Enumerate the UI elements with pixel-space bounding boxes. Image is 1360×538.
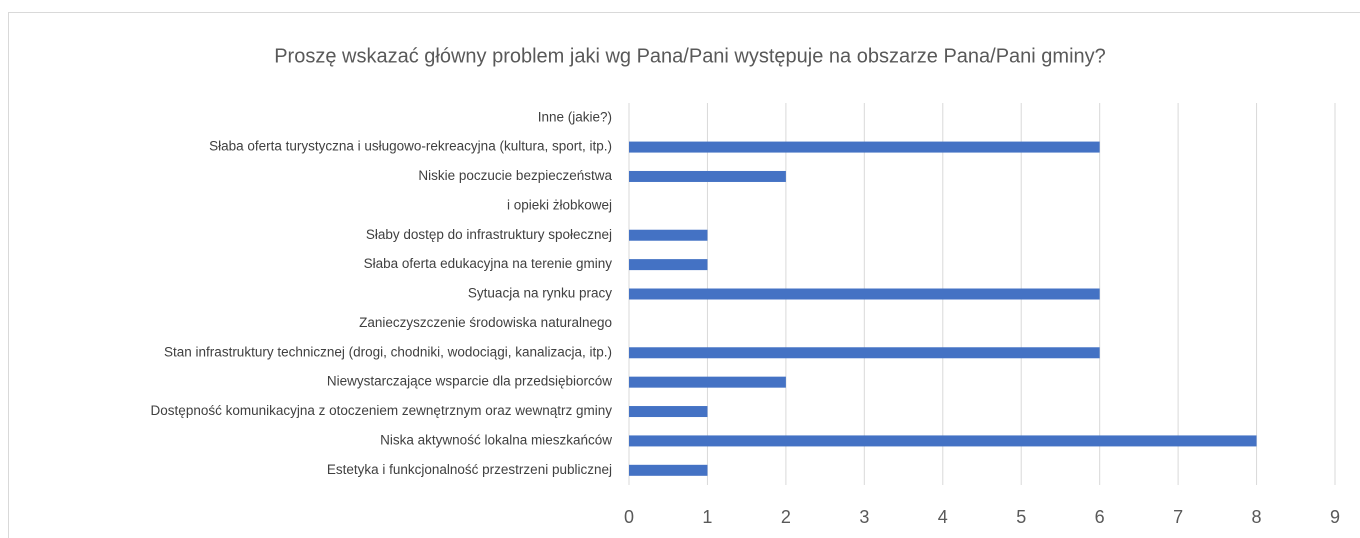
y-tick-label: Zanieczyszczenie środowiska naturalnego bbox=[359, 315, 612, 330]
x-tick-label: 5 bbox=[1016, 507, 1026, 527]
y-tick-label: Inne (jakie?) bbox=[538, 109, 612, 124]
x-tick-label: 3 bbox=[859, 507, 869, 527]
x-tick-label: 9 bbox=[1330, 507, 1340, 527]
bar bbox=[629, 141, 1100, 153]
bar bbox=[629, 347, 1100, 359]
x-tick-label: 4 bbox=[938, 507, 948, 527]
bar bbox=[629, 376, 786, 388]
x-tick-label: 8 bbox=[1252, 507, 1262, 527]
y-tick-label: Dostępność komunikacyjna z otoczeniem ze… bbox=[151, 403, 613, 418]
bar bbox=[629, 406, 708, 418]
x-tick-label: 2 bbox=[781, 507, 791, 527]
chart-title: Proszę wskazać główny problem jaki wg Pa… bbox=[274, 45, 1106, 67]
bar bbox=[629, 229, 708, 241]
y-tick-label: Słaba oferta edukacyjna na terenie gminy bbox=[364, 256, 613, 271]
bar bbox=[629, 170, 786, 182]
y-tick-label: i opieki żłobkowej bbox=[507, 197, 612, 212]
bar bbox=[629, 464, 708, 476]
y-tick-label: Słaba oferta turystyczna i usługowo-rekr… bbox=[209, 139, 612, 154]
bar bbox=[629, 288, 1100, 300]
y-tick-label: Stan infrastruktury technicznej (drogi, … bbox=[164, 344, 612, 359]
bar bbox=[629, 259, 708, 271]
x-tick-label: 1 bbox=[702, 507, 712, 527]
y-tick-label: Niewystarczające wsparcie dla przedsiębi… bbox=[327, 374, 612, 389]
y-tick-label: Estetyka i funkcjonalność przestrzeni pu… bbox=[327, 462, 612, 477]
x-tick-label: 6 bbox=[1095, 507, 1105, 527]
bar bbox=[629, 435, 1257, 447]
y-tick-label: Sytuacja na rynku pracy bbox=[468, 286, 612, 301]
chart-frame bbox=[8, 12, 1360, 538]
x-tick-label: 0 bbox=[624, 507, 634, 527]
y-tick-label: Niskie poczucie bezpieczeństwa bbox=[418, 168, 612, 183]
y-tick-label: Niska aktywność lokalna mieszkańców bbox=[380, 432, 612, 447]
x-tick-label: 7 bbox=[1173, 507, 1183, 527]
y-tick-label: Słaby dostęp do infrastruktury społeczne… bbox=[366, 227, 612, 242]
